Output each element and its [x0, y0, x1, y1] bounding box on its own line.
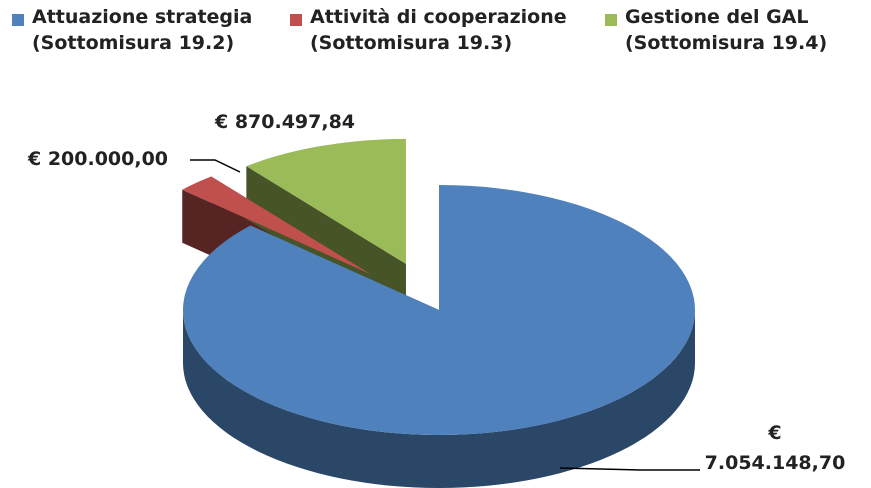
pie — [182, 138, 696, 488]
slice-side — [183, 310, 695, 488]
legend-marker — [12, 14, 24, 26]
legend-marker — [290, 14, 302, 26]
legend-marker — [605, 14, 617, 26]
slice — [182, 176, 371, 275]
data-label: € 7.054.148,70 — [704, 422, 846, 474]
data-label: € 870.497,84 — [215, 111, 356, 133]
slice — [183, 185, 696, 435]
legend-label: Attuazione strategia (Sottomisura 19.2) — [32, 6, 253, 54]
legend-label: Attività di cooperazione (Sottomisura 19… — [310, 6, 567, 54]
leader-line — [559, 467, 700, 471]
legend-label: Gestione del GAL (Sottomisura 19.4) — [625, 6, 828, 54]
leader-line — [190, 159, 241, 173]
slice — [246, 138, 406, 264]
data-label: € 200.000,00 — [28, 148, 169, 170]
